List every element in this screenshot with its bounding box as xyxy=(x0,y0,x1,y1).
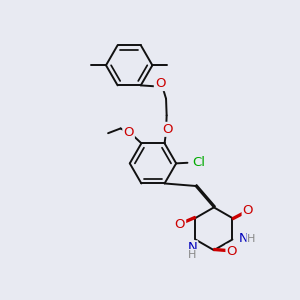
Text: N: N xyxy=(188,241,197,254)
Text: O: O xyxy=(155,77,165,90)
Text: O: O xyxy=(226,245,237,258)
Text: Cl: Cl xyxy=(192,156,205,169)
Text: H: H xyxy=(247,234,256,244)
Text: O: O xyxy=(162,123,172,136)
Text: O: O xyxy=(175,218,185,231)
Text: H: H xyxy=(188,250,196,260)
Text: N: N xyxy=(239,232,249,245)
Text: O: O xyxy=(123,125,134,139)
Text: O: O xyxy=(243,204,253,217)
